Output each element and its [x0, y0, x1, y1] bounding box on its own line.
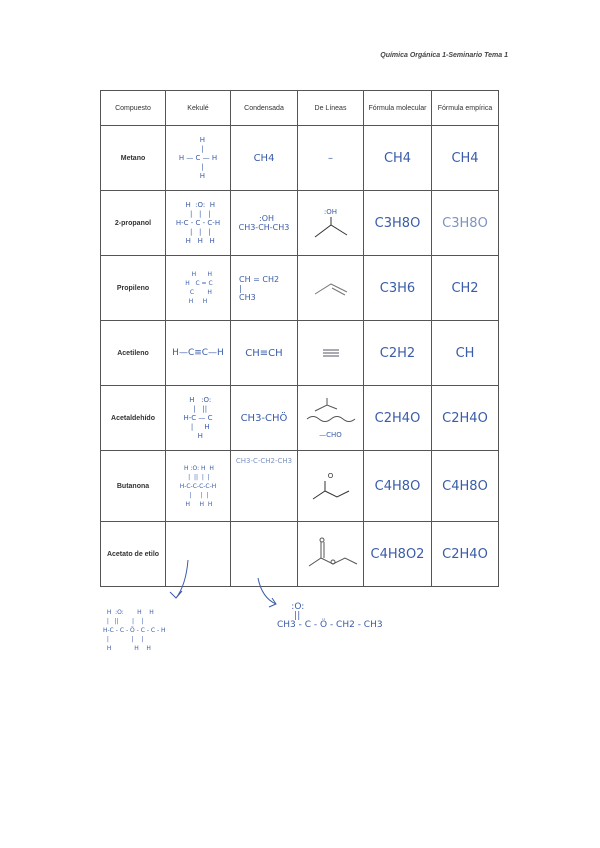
kekule-structure: H H H C = C C H H H	[165, 255, 231, 321]
table-row: Propileno H H H C = C C H H H CH = CH2 |…	[100, 255, 499, 321]
empirical-formula: C4H8O	[431, 450, 499, 522]
line-structure	[297, 521, 364, 587]
molecular-formula: C3H8O	[363, 190, 432, 256]
isopropanol-skeleton	[314, 216, 347, 237]
condensed-formula: CH3-CHÖ	[230, 385, 298, 451]
molecular-formula: C2H2	[363, 320, 432, 386]
empirical-formula: C3H8O	[431, 190, 499, 256]
page-header: Química Orgánica 1-Seminario Tema 1	[380, 52, 508, 59]
compound-name: Metano	[100, 125, 166, 191]
empirical-formula: C2H4O	[431, 385, 499, 451]
empirical-formula: CH2	[431, 255, 499, 321]
butanone-skeleton	[312, 480, 349, 499]
molecular-formula: C4H8O	[363, 450, 432, 522]
ethyl-acetate-condensed: :O: || CH3 - C - Ö - CH2 - CH3	[277, 602, 383, 630]
compound-name: Acetileno	[100, 320, 166, 386]
compound-table: Compuesto Kekulé Condensada De Líneas Fó…	[100, 90, 499, 587]
compound-name: Propileno	[100, 255, 166, 321]
condensed-formula: CH = CH2 | CH3	[230, 255, 298, 321]
molecular-formula: C3H6	[363, 255, 432, 321]
line-structure: O	[297, 450, 364, 522]
column-header: Condensada	[230, 90, 298, 126]
line-structure: :OH	[297, 190, 364, 256]
line-structure: –	[297, 125, 364, 191]
condensed-formula: :OH CH3-CH-CH3	[230, 190, 298, 256]
condensed-formula	[230, 521, 298, 587]
molecular-formula: CH4	[363, 125, 432, 191]
column-header: Kekulé	[165, 90, 231, 126]
kekule-structure: H | H — C — H | H	[165, 125, 231, 191]
column-header: Fórmula empírica	[431, 90, 499, 126]
kekule-structure: H :O: H H | || | | H-C-C-C-C-H | | | H H…	[165, 450, 231, 522]
line-label: :OH	[323, 207, 338, 216]
compound-name: 2-propanol	[100, 190, 166, 256]
column-header: De Líneas	[297, 90, 364, 126]
line-structure: —CHO	[297, 385, 364, 451]
kekule-structure: H :O: H | | | H-C - C - C-H | | | H H H	[165, 190, 231, 256]
kekule-structure: H :O: | || H-C — C | H H	[165, 385, 231, 451]
empirical-formula: CH4	[431, 125, 499, 191]
line-structure	[297, 320, 364, 386]
table-row: Acetato de etilo C4H8O2 C2H4O	[100, 521, 499, 587]
empirical-formula: CH	[431, 320, 499, 386]
kekule-structure	[165, 521, 231, 587]
triple-bond-skeleton	[322, 349, 339, 357]
molecular-formula: C2H4O	[363, 385, 432, 451]
column-header: Fórmula molecular	[363, 90, 432, 126]
column-header: Compuesto	[100, 90, 166, 126]
kekule-structure: H—C≡C—H	[165, 320, 231, 386]
line-structure	[297, 255, 364, 321]
compound-name: Acetato de etilo	[100, 521, 166, 587]
ethyl-acetate-skeleton	[308, 537, 357, 567]
acetaldehyde-skeleton	[306, 397, 355, 422]
table-header-row: Compuesto Kekulé Condensada De Líneas Fó…	[100, 90, 499, 126]
propene-skeleton	[314, 283, 347, 296]
table-row: Metano H | H — C — H | H CH4 – CH4 CH4	[100, 125, 499, 191]
table-row: Butanona H :O: H H | || | | H-C-C-C-C-H …	[100, 450, 499, 522]
condensed-formula: CH≡CH	[230, 320, 298, 386]
line-label: —CHO	[319, 430, 342, 439]
compound-name: Acetaldehído	[100, 385, 166, 451]
condensed-formula: CH3-C-CH2-CH3	[230, 450, 298, 522]
condensed-formula: CH4	[230, 125, 298, 191]
table-row: 2-propanol H :O: H | | | H-C - C - C-H |…	[100, 190, 499, 256]
line-label: O	[327, 471, 334, 480]
molecular-formula: C4H8O2	[363, 521, 432, 587]
ethyl-acetate-kekule: H :O: H H | || | | H-C - C - Ö - C - C -…	[103, 609, 166, 652]
table-row: Acetileno H—C≡C—H CH≡CH C2H2 CH	[100, 320, 499, 386]
empirical-formula: C2H4O	[431, 521, 499, 587]
table-row: Acetaldehído H :O: | || H-C — C | H H CH…	[100, 385, 499, 451]
compound-name: Butanona	[100, 450, 166, 522]
